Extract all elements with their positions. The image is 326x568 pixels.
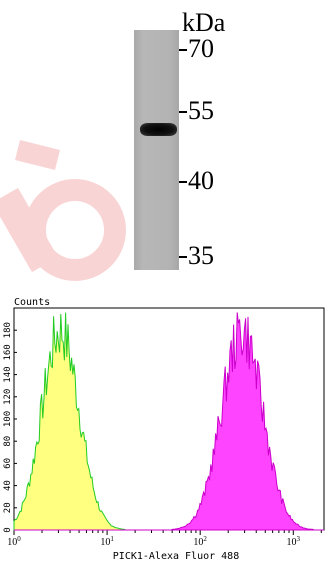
marker-70: 70 [179,36,214,62]
x-axis-ticks: 100 101 102 103 [7,530,322,548]
marker-55: 55 [179,98,214,124]
blot-lane [134,30,179,270]
sample-histogram-area [14,312,324,531]
marker-40: 40 [179,168,214,194]
x-tick-label: 100 [7,535,21,548]
y-axis-ticks: 0 20 40 60 80 100 120 140 160 180 [3,322,17,533]
watermark-logo [0,140,126,281]
y-tick-label: 40 [3,480,13,491]
y-tick-label: 20 [3,502,13,513]
y-tick-label: 100 [3,411,13,427]
x-tick-label: 101 [100,535,114,548]
y-tick-label: 160 [3,344,13,360]
y-tick-label: 0 [3,527,13,532]
protein-band [140,123,177,136]
y-tick-label: 80 [3,436,13,447]
x-axis-title: PICK1-Alexa Fluor 488 [113,551,239,562]
marker-35: 35 [179,243,214,269]
x-tick-label: 102 [193,535,207,548]
flow-histogram-panel: Counts 0 20 40 60 80 100 120 140 160 180 100 101 10… [0,290,326,563]
western-blot-panel: kDa 70 55 40 35 [0,8,226,281]
y-tick-label: 140 [3,366,13,382]
y-axis-title: Counts [14,297,50,308]
y-tick-label: 120 [3,389,13,405]
y-tick-label: 180 [3,322,13,338]
kda-unit-label: kDa [182,8,226,37]
y-tick-label: 60 [3,458,13,469]
x-tick-label: 103 [287,535,301,548]
